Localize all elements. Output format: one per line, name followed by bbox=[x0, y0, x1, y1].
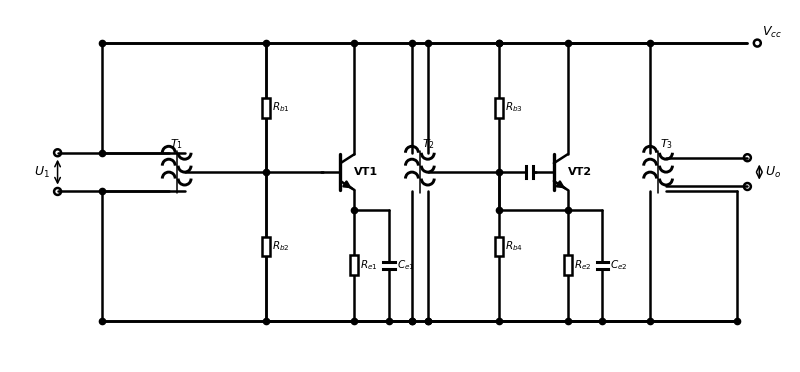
Text: $R_{b3}$: $R_{b3}$ bbox=[506, 101, 523, 115]
Text: $R_{b1}$: $R_{b1}$ bbox=[272, 101, 290, 115]
Text: $U_1$: $U_1$ bbox=[34, 164, 50, 180]
Text: $V_{cc}$: $V_{cc}$ bbox=[762, 25, 782, 40]
Text: $T_1$: $T_1$ bbox=[170, 137, 183, 151]
Bar bbox=[495, 98, 503, 118]
Bar bbox=[262, 98, 270, 118]
Text: $T_3$: $T_3$ bbox=[660, 137, 673, 151]
Text: $R_{e1}$: $R_{e1}$ bbox=[360, 259, 378, 272]
Text: $C_{e1}$: $C_{e1}$ bbox=[397, 259, 414, 272]
Text: $T_2$: $T_2$ bbox=[422, 137, 434, 151]
Bar bbox=[564, 256, 572, 275]
Text: $U_o$: $U_o$ bbox=[766, 164, 782, 180]
Bar bbox=[495, 237, 503, 256]
Text: $R_{b2}$: $R_{b2}$ bbox=[272, 240, 290, 253]
Text: $C_{e2}$: $C_{e2}$ bbox=[610, 259, 628, 272]
Bar bbox=[350, 256, 358, 275]
Text: $R_{e2}$: $R_{e2}$ bbox=[574, 259, 591, 272]
Text: VT2: VT2 bbox=[568, 167, 592, 177]
Text: $R_{b4}$: $R_{b4}$ bbox=[506, 240, 523, 253]
Text: VT1: VT1 bbox=[354, 167, 378, 177]
Bar bbox=[262, 237, 270, 256]
